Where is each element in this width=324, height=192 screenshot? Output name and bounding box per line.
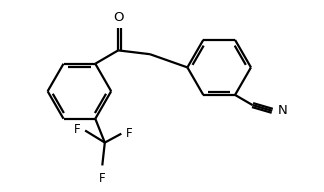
Text: F: F [126,127,133,140]
Text: N: N [278,104,288,117]
Text: F: F [99,172,106,185]
Text: O: O [113,11,123,24]
Text: F: F [74,123,81,136]
